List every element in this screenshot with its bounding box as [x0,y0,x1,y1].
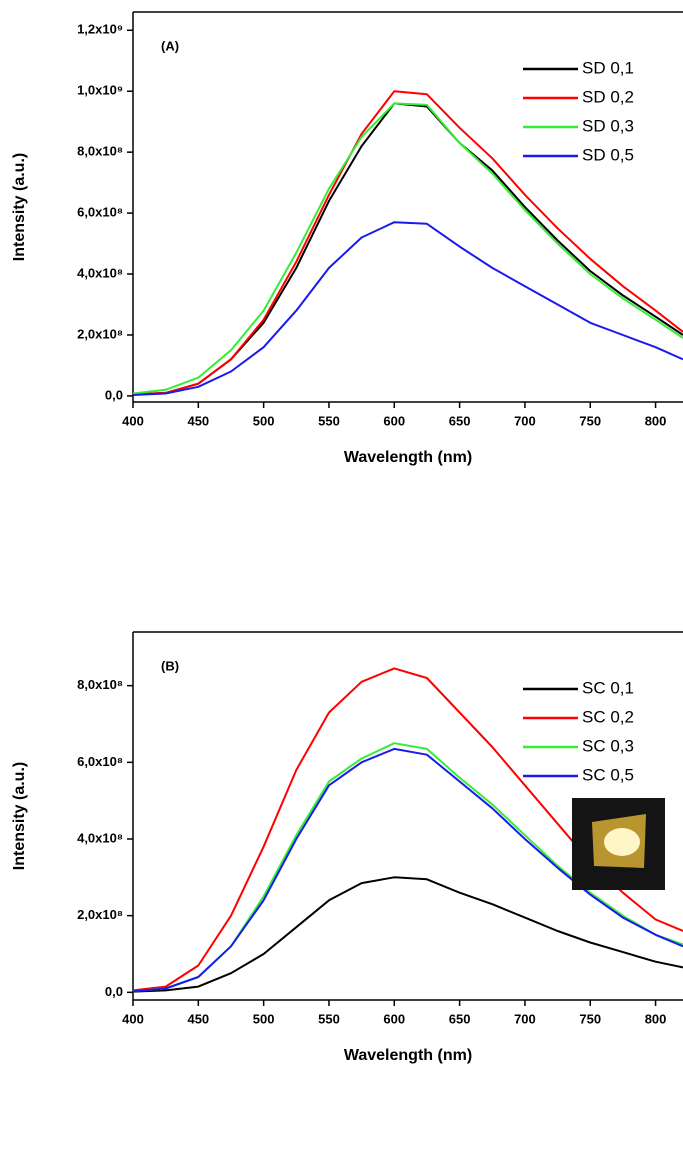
y-tick-label: 2,0x10⁸ [77,326,123,341]
y-axis-title: Intensity (a.u.) [11,762,28,870]
legend-label: SC 0,5 [582,765,634,784]
legend-label: SC 0,3 [582,736,634,755]
x-tick-label: 550 [318,1011,340,1026]
panel-label: (B) [161,658,179,673]
y-tick-label: 0,0 [105,387,123,402]
legend-label: SD 0,3 [582,116,634,135]
y-tick-label: 8,0x10⁸ [77,677,123,692]
inset-photo [572,798,665,890]
x-tick-label: 450 [187,413,209,428]
x-tick-label: 750 [579,413,601,428]
x-tick-label: 500 [253,1011,275,1026]
x-tick-label: 800 [645,1011,667,1026]
x-tick-label: 800 [645,413,667,428]
legend-label: SD 0,5 [582,145,634,164]
x-tick-label: 700 [514,413,536,428]
x-tick-label: 650 [449,413,471,428]
legend-label: SC 0,1 [582,678,634,697]
x-tick-label: 400 [122,413,144,428]
series-line [132,747,683,993]
x-tick-label: 550 [318,413,340,428]
y-tick-label: 0,0 [105,984,123,999]
panel-label: (A) [161,38,179,53]
x-axis-title: Wavelength (nm) [344,449,472,466]
series-line [132,90,683,396]
y-tick-label: 2,0x10⁸ [77,907,123,922]
series-line [132,876,683,993]
y-tick-label: 1,2x10⁹ [77,22,123,37]
legend-label: SD 0,2 [582,87,634,106]
x-axis-title: Wavelength (nm) [344,1047,472,1064]
x-tick-label: 700 [514,1011,536,1026]
legend-label: SD 0,1 [582,58,634,77]
series-line [132,221,683,396]
x-tick-label: 600 [383,413,405,428]
legend-label: SC 0,2 [582,707,634,726]
x-tick-label: 500 [253,413,275,428]
y-tick-label: 4,0x10⁸ [77,830,123,845]
x-tick-label: 750 [579,1011,601,1026]
x-tick-label: 450 [187,1011,209,1026]
y-tick-label: 6,0x10⁸ [77,754,123,769]
x-tick-label: 650 [449,1011,471,1026]
y-tick-label: 8,0x10⁸ [77,144,123,159]
y-tick-label: 4,0x10⁸ [77,265,123,280]
y-tick-label: 1,0x10⁹ [77,83,123,98]
y-axis-title: Intensity (a.u.) [11,153,28,261]
x-tick-label: 600 [383,1011,405,1026]
y-tick-label: 6,0x10⁸ [77,205,123,220]
series-line [132,102,683,395]
x-tick-label: 400 [122,1011,144,1026]
